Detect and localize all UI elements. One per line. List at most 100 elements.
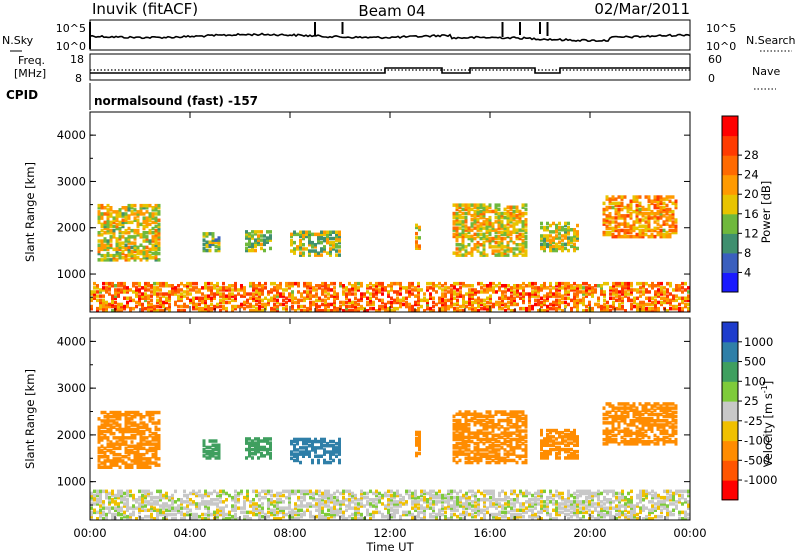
ground-scatter-cell [480, 286, 483, 290]
ground-scatter-cell [240, 304, 243, 309]
ground-scatter-cell [567, 290, 570, 294]
ground-scatter-cell [174, 300, 177, 305]
scatter-cell [467, 236, 471, 241]
ground-scatter-cell [120, 288, 123, 292]
scatter-cell [106, 220, 110, 225]
ground-scatter-cell [468, 506, 471, 510]
ground-scatter-cell [561, 506, 564, 510]
scatter-cell [205, 242, 209, 247]
ground-scatter-cell [351, 286, 354, 290]
scatter-cell [656, 212, 660, 216]
ground-scatter-cell [405, 512, 408, 517]
ground-scatter-cell [414, 504, 417, 508]
ground-scatter-cell [390, 304, 393, 309]
y-tick-label: 2000 [57, 221, 86, 235]
ground-scatter-cell [636, 504, 639, 508]
ground-scatter-cell [303, 298, 306, 303]
ground-scatter-cell [177, 508, 180, 512]
scatter-cell [620, 195, 624, 199]
ground-scatter-cell [102, 300, 105, 305]
ground-scatter-cell [588, 504, 591, 508]
scatter-cell [251, 439, 254, 443]
ground-scatter-cell [615, 284, 618, 288]
ground-scatter-cell [387, 493, 390, 498]
scatter-cell [139, 208, 143, 212]
scatter-cell [488, 222, 492, 226]
ground-scatter-cell [534, 498, 537, 502]
ground-scatter-cell [276, 284, 279, 288]
scatter-cell [647, 205, 651, 210]
ground-scatter-cell [471, 300, 474, 305]
scatter-cell [112, 425, 116, 429]
ground-scatter-cell [216, 292, 219, 296]
ground-scatter-cell [660, 300, 663, 305]
ground-scatter-cell [441, 302, 444, 307]
ground-scatter-cell [108, 500, 111, 504]
ground-scatter-cell [585, 290, 588, 294]
scatter-cell [124, 415, 128, 419]
scatter-cell [479, 228, 483, 232]
ground-scatter-cell [432, 493, 435, 498]
ground-scatter-cell [510, 294, 513, 298]
ground-scatter-cell [198, 514, 201, 519]
scatter-cell [452, 203, 456, 207]
ground-scatter-cell [357, 298, 360, 303]
ground-scatter-cell [294, 512, 297, 517]
ground-scatter-cell [630, 292, 633, 296]
ground-scatter-cell [675, 489, 678, 494]
ground-scatter-cell [516, 517, 519, 521]
ground-scatter-cell [414, 493, 417, 498]
ground-scatter-cell [429, 493, 432, 498]
ground-scatter-cell [126, 491, 129, 496]
ground-scatter-cell [372, 512, 375, 517]
scatter-cell [567, 242, 570, 247]
scatter-cell [555, 244, 558, 249]
ground-scatter-cell [561, 510, 564, 515]
ground-scatter-cell [225, 517, 228, 521]
ground-scatter-cell [471, 306, 474, 311]
ground-scatter-cell [621, 306, 624, 311]
ground-scatter-cell [117, 294, 120, 298]
scatter-cell [139, 421, 143, 425]
scatter-cell [142, 239, 146, 243]
scatter-cell [552, 246, 555, 251]
ground-scatter-cell [138, 298, 141, 303]
scatter-cell [611, 220, 615, 224]
ground-scatter-cell [597, 304, 600, 309]
ground-scatter-cell [210, 512, 213, 517]
scatter-cell [503, 230, 507, 234]
ground-scatter-cell [636, 306, 639, 311]
ground-scatter-cell [183, 493, 186, 498]
scatter-cell [653, 197, 657, 201]
ground-scatter-cell [627, 491, 630, 496]
ground-scatter-cell [381, 300, 384, 305]
ground-scatter-cell [138, 296, 141, 300]
scatter-cell [455, 230, 459, 234]
ground-scatter-cell [183, 514, 186, 519]
ground-scatter-cell [258, 491, 261, 496]
scatter-cell [115, 423, 119, 427]
ground-scatter-cell [306, 286, 309, 290]
scatter-cell [458, 234, 462, 239]
ground-scatter-cell [213, 286, 216, 290]
ground-scatter-cell [606, 281, 609, 286]
ground-scatter-cell [192, 298, 195, 303]
ground-scatter-cell [171, 495, 174, 500]
ground-scatter-cell [660, 510, 663, 515]
ground-scatter-cell [168, 294, 171, 298]
scatter-cell [109, 431, 113, 436]
ground-scatter-cell [255, 504, 258, 508]
scatter-cell [506, 243, 510, 247]
ground-scatter-cell [309, 304, 312, 309]
scatter-cell [217, 240, 221, 244]
ground-scatter-cell [594, 284, 597, 288]
ground-scatter-cell [249, 281, 252, 286]
ground-scatter-cell [390, 281, 393, 286]
scatter-cell [154, 253, 158, 258]
ground-scatter-cell [159, 498, 162, 502]
scatter-cell [130, 463, 134, 467]
ground-scatter-cell [507, 510, 510, 515]
ground-scatter-cell [555, 517, 558, 521]
ground-scatter-cell [384, 288, 387, 292]
scatter-cell [217, 246, 221, 251]
